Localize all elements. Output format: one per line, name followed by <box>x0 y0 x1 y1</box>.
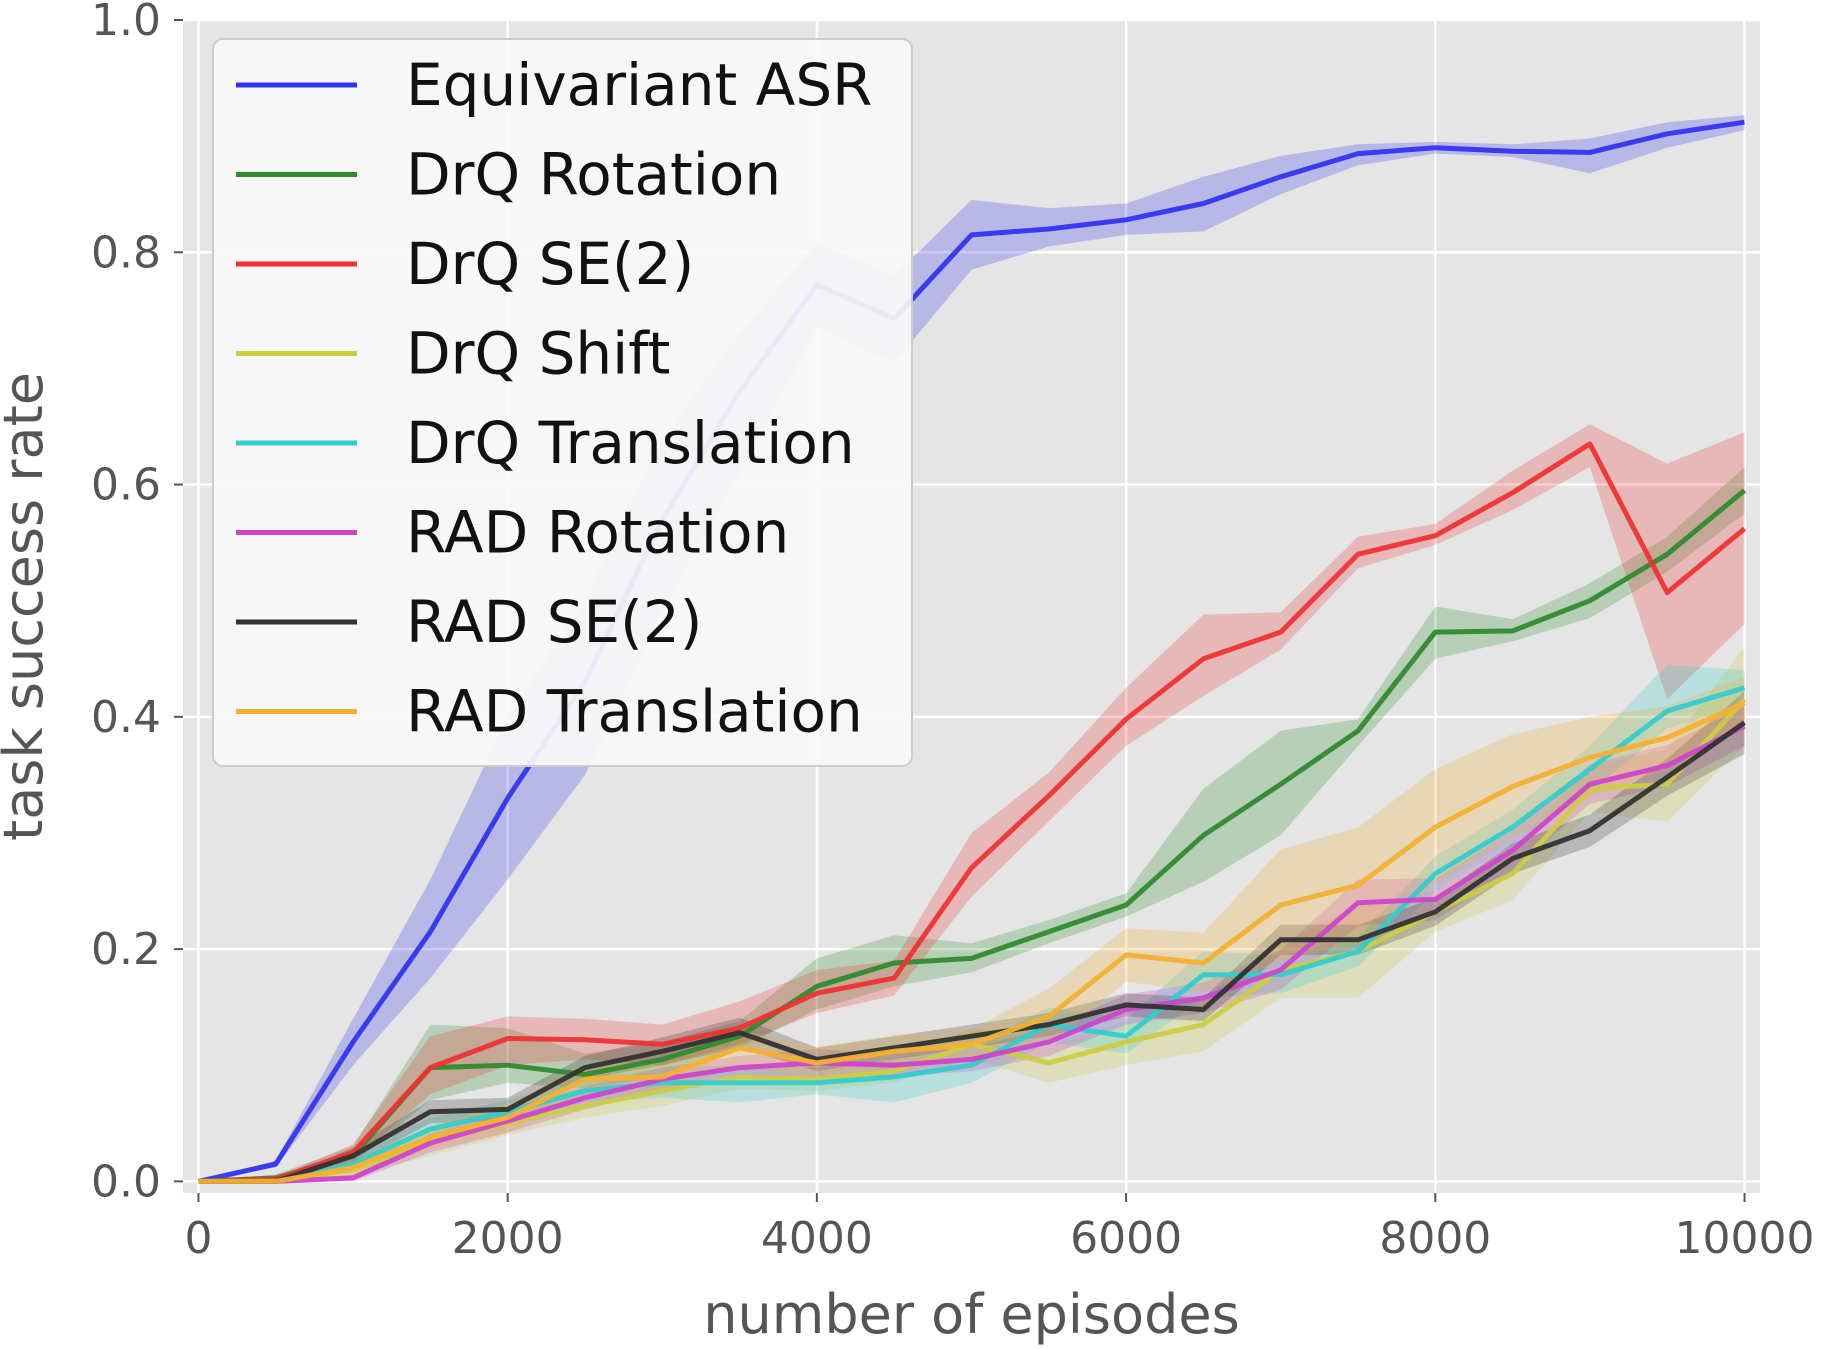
x-tick-label: 8000 <box>1379 1213 1491 1264</box>
x-tick-label: 4000 <box>761 1213 873 1264</box>
legend-label: Equivariant ASR <box>406 51 872 119</box>
legend-label: DrQ Shift <box>406 320 670 388</box>
axes: 0 2000 4000 6000 8000 10000 0.0 0.2 0.4 0.6 0.8 1.0 <box>91 0 1815 1264</box>
legend-label: RAD Translation <box>406 678 863 746</box>
y-tick-label: 1.0 <box>91 0 161 46</box>
legend-label: RAD Rotation <box>406 499 789 567</box>
band-rad-se-2- <box>198 691 1745 1182</box>
legend-box <box>212 38 913 767</box>
legend-label: DrQ Translation <box>406 409 855 477</box>
series-lines <box>197 119 1747 1184</box>
line-drq-translation <box>198 685 1746 1184</box>
x-tick-label: 6000 <box>1070 1213 1182 1264</box>
line-rad-rotation <box>198 723 1746 1184</box>
y-tick-label: 0.8 <box>91 227 161 278</box>
line-rad-se-2- <box>198 720 1746 1184</box>
band-rad-translation <box>198 677 1745 1182</box>
y-tick-label: 0.6 <box>91 460 161 511</box>
y-tick-label: 0.0 <box>91 1156 161 1207</box>
x-tick-label: 0 <box>184 1213 212 1264</box>
grid <box>183 18 1760 1193</box>
x-tick-label: 2000 <box>452 1213 564 1264</box>
line-equivariant-asr <box>197 119 1745 1184</box>
legend-label: DrQ SE(2) <box>406 230 694 298</box>
y-axis-label: task success rate <box>0 372 55 841</box>
legend-label: DrQ Rotation <box>406 141 781 209</box>
line-rad-translation <box>198 700 1746 1184</box>
x-tick-label: 10000 <box>1675 1213 1815 1264</box>
line-drq-se-2- <box>198 441 1747 1184</box>
line-drq-rotation <box>198 488 1747 1184</box>
y-tick-label: 0.2 <box>91 924 161 975</box>
legend-label: RAD SE(2) <box>406 588 702 656</box>
legend: Equivariant ASR DrQ Rotation DrQ SE(2) DrQ … <box>212 38 913 767</box>
band-drq-translation <box>198 664 1745 1182</box>
y-tick-label: 0.4 <box>91 692 161 743</box>
x-axis-label: number of episodes <box>703 1283 1239 1346</box>
